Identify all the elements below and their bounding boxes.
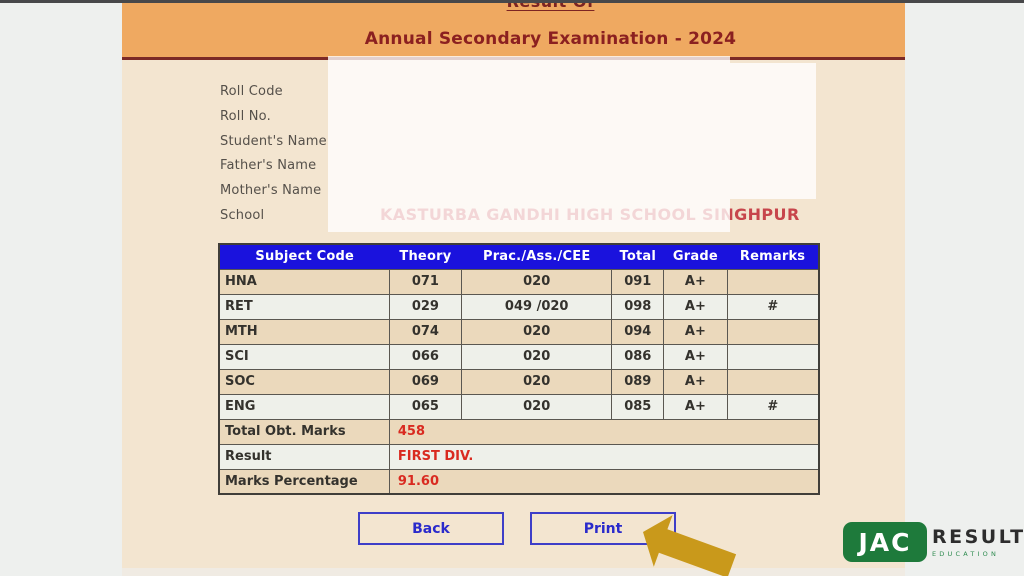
cell-remarks [726, 343, 820, 370]
cell-grade: A+ [663, 268, 728, 295]
table-header-row: Subject Code Theory Prac./Ass./CEE Total… [219, 244, 819, 269]
cell-remarks [726, 368, 820, 395]
table-row: ENG 065 020 085 A+ # [218, 393, 820, 420]
cell-grade: A+ [663, 393, 728, 420]
bottom-strip [122, 568, 905, 576]
label-roll-code: Roll Code [220, 84, 283, 99]
summary-label: Total Obt. Marks [218, 418, 390, 445]
cell-subject: RET [218, 293, 390, 320]
label-school: School [220, 207, 265, 223]
cell-total: 094 [611, 318, 665, 345]
summary-row-result: Result FIRST DIV. [218, 443, 820, 470]
cell-grade: A+ [663, 343, 728, 370]
summary-row-total-marks: Total Obt. Marks 458 [218, 418, 820, 445]
cell-prac: 049 /020 [460, 293, 613, 320]
print-button[interactable]: Print [530, 512, 676, 545]
cell-theory: 029 [388, 293, 462, 320]
cell-subject: SCI [218, 343, 390, 370]
cell-total: 091 [611, 268, 665, 295]
table-row: HNA 071 020 091 A+ [218, 268, 820, 295]
cell-subject: ENG [218, 393, 390, 420]
label-mother-name: Mother's Name [220, 183, 322, 199]
table-row: SOC 069 020 089 A+ [218, 368, 820, 395]
cell-total: 085 [611, 393, 665, 420]
header-subject-code: Subject Code [219, 244, 390, 269]
cell-remarks [726, 318, 820, 345]
summary-row-percentage: Marks Percentage 91.60 [218, 468, 820, 495]
cell-prac: 020 [460, 368, 613, 395]
header-remarks: Remarks [727, 244, 819, 269]
print-pointer-arrow-icon [643, 515, 737, 576]
logo-education-text: EDUCATION [932, 550, 1000, 558]
cell-subject: HNA [218, 268, 390, 295]
summary-value: 91.60 [388, 468, 820, 495]
table-row: MTH 074 020 094 A+ [218, 318, 820, 345]
header-grade: Grade [663, 244, 728, 269]
header-theory: Theory [389, 244, 462, 269]
page-header: Result Of Annual Secondary Examination -… [122, 3, 905, 57]
header-total: Total [611, 244, 664, 269]
label-father-name: Father's Name [220, 158, 317, 174]
logo-text-block: RESULT EDUCATION [932, 526, 1024, 558]
clipped-title: Result Of [159, 3, 905, 11]
back-button[interactable]: Back [358, 512, 504, 545]
cell-theory: 069 [388, 368, 462, 395]
summary-value: FIRST DIV. [388, 443, 820, 470]
summary-label: Marks Percentage [218, 468, 390, 495]
cell-grade: A+ [663, 368, 728, 395]
student-info-labels: Roll Code Roll No. Student's Name Father… [220, 80, 327, 229]
label-student-name: Student's Name [220, 133, 327, 149]
cell-total: 098 [611, 293, 665, 320]
page-title: Annual Secondary Examination - 2024 [364, 29, 737, 49]
cell-theory: 066 [388, 343, 462, 370]
jac-logo-badge: JAC [843, 522, 927, 562]
label-roll-no: Roll No. [220, 108, 271, 124]
cell-prac: 020 [460, 268, 613, 295]
cell-subject: SOC [218, 368, 390, 395]
jac-result-logo: JAC RESULT EDUCATION [843, 522, 1024, 562]
cell-prac: 020 [460, 343, 613, 370]
summary-label: Result [218, 443, 390, 470]
cell-remarks: # [726, 293, 820, 320]
privacy-blur-patch [328, 56, 730, 232]
cell-remarks: # [726, 393, 820, 420]
cell-theory: 074 [388, 318, 462, 345]
cell-prac: 020 [460, 393, 613, 420]
cell-prac: 020 [460, 318, 613, 345]
cell-subject: MTH [218, 318, 390, 345]
top-border-strip [0, 0, 1024, 3]
header-prac: Prac./Ass./CEE [461, 244, 612, 269]
cell-grade: A+ [663, 318, 728, 345]
cell-total: 089 [611, 368, 665, 395]
cell-theory: 065 [388, 393, 462, 420]
cell-theory: 071 [388, 268, 462, 295]
cell-remarks [726, 268, 820, 295]
privacy-blur-patch [730, 63, 816, 199]
logo-result-text: RESULT [932, 526, 1024, 548]
cell-total: 086 [611, 343, 665, 370]
table-row: SCI 066 020 086 A+ [218, 343, 820, 370]
marks-table: Subject Code Theory Prac./Ass./CEE Total… [218, 243, 820, 495]
summary-value: 458 [388, 418, 820, 445]
table-row: RET 029 049 /020 098 A+ # [218, 293, 820, 320]
cell-grade: A+ [663, 293, 728, 320]
